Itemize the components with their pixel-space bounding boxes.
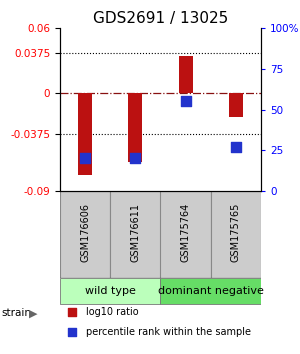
Text: GSM176611: GSM176611 (130, 203, 140, 262)
Point (133, 155, 138, 161)
Point (83, 155, 88, 161)
Point (268, 249, 272, 255)
Text: GSM175765: GSM175765 (231, 203, 241, 262)
Text: ▶: ▶ (28, 309, 37, 319)
Text: dominant negative: dominant negative (158, 286, 264, 296)
Bar (128, 93, 142, 161)
Point (233, 144, 238, 150)
Bar (110, 191, 160, 278)
Point (268, 70, 272, 75)
Text: strain: strain (2, 308, 31, 318)
Text: wild type: wild type (85, 286, 136, 296)
Point (183, 99, 188, 104)
Text: log10 ratio: log10 ratio (86, 307, 139, 318)
Text: GSM176606: GSM176606 (80, 203, 90, 262)
Bar (160, 278, 261, 304)
Bar (60, 191, 110, 278)
Bar (78, 93, 92, 175)
Text: percentile rank within the sample: percentile rank within the sample (86, 327, 251, 337)
Text: GSM175764: GSM175764 (181, 203, 190, 262)
Bar (160, 191, 211, 278)
Bar (211, 191, 261, 278)
Bar (60, 278, 160, 304)
Bar (178, 57, 193, 93)
Title: GDS2691 / 13025: GDS2691 / 13025 (93, 11, 228, 26)
Bar (229, 93, 243, 117)
